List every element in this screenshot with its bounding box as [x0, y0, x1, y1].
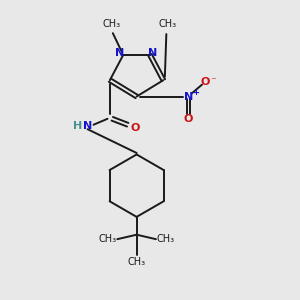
Text: N: N [148, 48, 158, 59]
Text: ⁻: ⁻ [210, 76, 216, 86]
Text: O: O [130, 123, 140, 133]
Text: H: H [74, 121, 83, 130]
Text: +: + [192, 88, 199, 98]
Text: O: O [184, 114, 193, 124]
Text: O: O [201, 76, 210, 87]
Text: N: N [184, 92, 193, 101]
Text: CH₃: CH₃ [102, 19, 120, 29]
Text: CH₃: CH₃ [128, 257, 146, 267]
Text: N: N [115, 48, 124, 59]
Text: CH₃: CH₃ [159, 19, 177, 29]
Text: N: N [83, 121, 92, 130]
Text: CH₃: CH₃ [156, 234, 175, 244]
Text: CH₃: CH₃ [99, 234, 117, 244]
